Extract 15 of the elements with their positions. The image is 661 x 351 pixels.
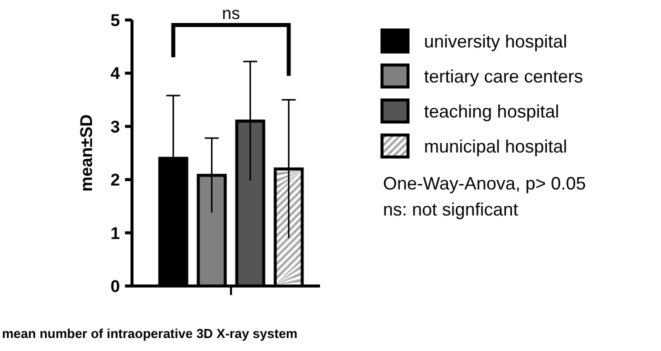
y-tick-label: 1 [110, 224, 120, 243]
legend-label: tertiary care centers [424, 66, 584, 86]
text: ns: not signficant [383, 199, 518, 220]
y-tick-label: 5 [110, 10, 120, 30]
annotation: ns [222, 4, 240, 23]
y-tick-label: 0 [110, 276, 120, 296]
text: One-Way-Anova, p> 0.05 [383, 173, 586, 194]
legend-label: municipal hospital [424, 136, 568, 156]
legend-label: university hospital [424, 31, 568, 52]
legend-label: teaching hospital [424, 101, 560, 122]
y-tick-label: 3 [110, 117, 120, 136]
y-tick-label: 2 [110, 170, 120, 190]
y-tick-label: 4 [110, 64, 121, 84]
x-axis-title: mean number of intraoperative 3D X-ray system [2, 326, 298, 341]
y-axis-title: mean±SD [77, 114, 96, 192]
